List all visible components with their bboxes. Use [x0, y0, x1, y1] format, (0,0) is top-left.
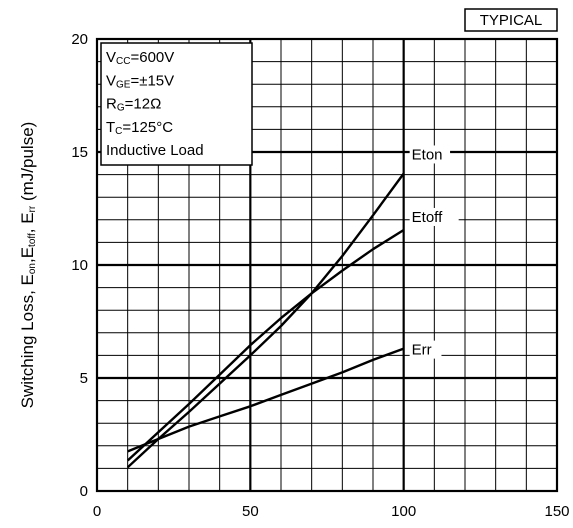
- series-label-bg: [409, 340, 442, 359]
- labels: VCC=600V VGE=±15V RG=12Ω TC=125°C Inductive …: [18, 8, 570, 520]
- y-axis-title: Switching Loss, Eon,Etoff, Err (mJ/pulse…: [18, 122, 38, 409]
- series-layer: [126, 172, 405, 469]
- series-line-err: [127, 347, 405, 453]
- x-tick-label: 50: [242, 503, 259, 520]
- series-label-bg: [409, 145, 451, 164]
- condition-line: TC=125°C: [106, 119, 173, 137]
- y-tick-label: 0: [80, 483, 88, 500]
- y-tick-label: 15: [71, 144, 88, 161]
- conditions-box: [100, 42, 253, 166]
- condition-line: Inductive Load: [106, 142, 204, 159]
- series-line-eton: [126, 172, 405, 469]
- x-tick-label: 100: [391, 503, 416, 520]
- plot-frame: [95, 37, 559, 493]
- series-line-etoff: [126, 228, 405, 462]
- series-label-err: Err: [412, 342, 432, 359]
- x-tick-label: 150: [544, 503, 569, 520]
- condition-line: RG=12Ω: [106, 96, 161, 114]
- typical-badge-text: TYPICAL: [480, 12, 543, 29]
- condition-line: VGE=±15V: [106, 72, 174, 90]
- y-tick-label: 10: [71, 257, 88, 274]
- typical-badge: [464, 8, 558, 32]
- x-tick-label: 0: [93, 503, 101, 520]
- series-label-eton: Eton: [412, 146, 443, 163]
- y-tick-label: 20: [71, 31, 88, 48]
- y-tick-label: 5: [80, 370, 88, 387]
- series-label-etoff: Etoff: [412, 209, 443, 226]
- condition-line: VCC=600V: [106, 49, 174, 67]
- series-label-bg: [409, 207, 459, 226]
